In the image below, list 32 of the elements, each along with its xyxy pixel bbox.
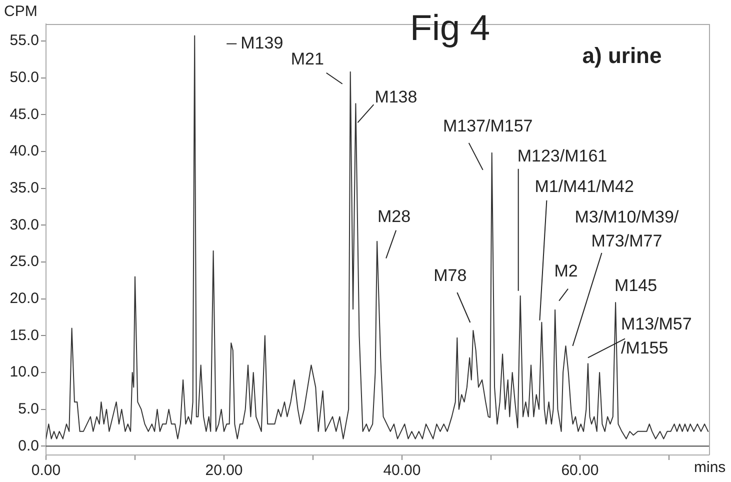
y-tick-label: 15.0 bbox=[10, 326, 39, 344]
x-tick-label: 20.00 bbox=[205, 462, 243, 480]
x-tick-label: 60.00 bbox=[561, 462, 599, 480]
annotation: M139 bbox=[240, 33, 284, 52]
annotation: M145 bbox=[614, 276, 658, 296]
annotation: M123/M161 bbox=[517, 146, 608, 166]
y-tick-label: 20.0 bbox=[10, 290, 39, 307]
annotation: M1/M41/M42 bbox=[534, 177, 634, 196]
x-axis-title: mins bbox=[694, 459, 726, 476]
annotation: M28 bbox=[378, 207, 411, 226]
annotation: M21 bbox=[290, 50, 324, 69]
chart-title: Fig 4 bbox=[410, 6, 490, 48]
annotation: a) urine bbox=[582, 43, 662, 68]
annotation: M3/M10/M39/M73/M77 bbox=[574, 208, 679, 251]
annotation: M78 bbox=[434, 266, 467, 286]
annotation: M2 bbox=[554, 262, 578, 281]
x-tick-label: 40.00 bbox=[383, 462, 421, 480]
y-tick-label: 5.0 bbox=[18, 400, 39, 418]
y-tick-label: 35.0 bbox=[10, 179, 39, 196]
annotation: M138 bbox=[374, 87, 418, 106]
annotation: M13/M57/M155 bbox=[620, 314, 692, 358]
y-tick-label: 45.0 bbox=[10, 106, 39, 123]
y-tick-label: 40.0 bbox=[10, 142, 39, 160]
x-tick-label: 0.00 bbox=[31, 462, 61, 480]
y-tick-label: 10.0 bbox=[10, 364, 39, 381]
y-tick-label: 50.0 bbox=[10, 68, 39, 86]
y-tick-label: 30.0 bbox=[10, 216, 39, 234]
y-tick-label: 25.0 bbox=[10, 253, 39, 270]
y-tick-label: 55.0 bbox=[10, 32, 39, 50]
y-axis-title: CPM bbox=[4, 3, 38, 20]
annotation: M137/M157 bbox=[442, 116, 533, 136]
y-tick-label: 0.0 bbox=[18, 437, 39, 454]
